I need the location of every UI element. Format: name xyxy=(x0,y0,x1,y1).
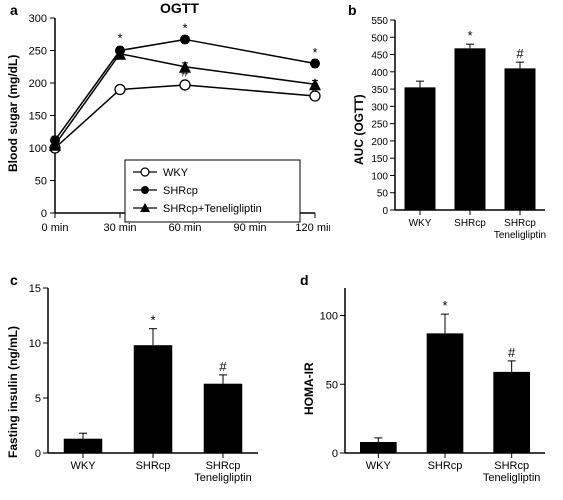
svg-text:0: 0 xyxy=(382,206,388,217)
svg-text:100: 100 xyxy=(320,311,338,323)
svg-text:SHRcp: SHRcp xyxy=(206,460,241,472)
svg-text:#: # xyxy=(219,359,227,374)
panel-d-ylabel: HOMA-IR xyxy=(302,362,316,415)
panel-b-svg: 0 50 100 150 200 250 300 350 400 450 500 550 WKY SHRc… xyxy=(340,0,563,260)
svg-text:SHRcp: SHRcp xyxy=(504,218,536,229)
figure-root: a OGTT Blood sugar (mg/dL) 0501001502002… xyxy=(0,0,563,500)
svg-text:250: 250 xyxy=(29,46,47,58)
svg-text:15: 15 xyxy=(29,283,41,295)
svg-text:400: 400 xyxy=(371,68,388,79)
svg-text:350: 350 xyxy=(371,85,388,96)
svg-text:Teneligliptin: Teneligliptin xyxy=(194,472,251,484)
svg-text:*: * xyxy=(467,28,472,43)
svg-text:100: 100 xyxy=(371,171,388,182)
svg-text:30 min: 30 min xyxy=(103,222,136,234)
panel-d-svg: 050100WKYSHRcpSHRcpTeneligliptin*# xyxy=(290,270,563,500)
panel-d: HOMA-IR 050100WKYSHRcpSHRcpTeneligliptin… xyxy=(290,270,563,500)
svg-text:150: 150 xyxy=(29,111,47,123)
svg-text:10: 10 xyxy=(29,338,41,350)
svg-text:0 min: 0 min xyxy=(42,222,69,234)
svg-text:450: 450 xyxy=(371,51,388,62)
svg-text:*: * xyxy=(182,20,187,35)
svg-text:*: * xyxy=(150,313,155,328)
svg-text:#: # xyxy=(508,345,516,360)
svg-text:550: 550 xyxy=(371,16,388,27)
panel-c: Fasting insulin (ng/mL) 0 5 10 15 WKY SHRcp SH… xyxy=(0,270,280,500)
svg-text:WKY: WKY xyxy=(366,460,392,472)
svg-text:SHRcp: SHRcp xyxy=(454,218,486,229)
svg-text:50: 50 xyxy=(377,189,389,200)
panel-a: OGTT Blood sugar (mg/dL) 0 50 100 150 200 250… xyxy=(0,0,330,260)
svg-text:#: # xyxy=(516,46,524,61)
svg-text:0: 0 xyxy=(332,448,338,460)
svg-text:0: 0 xyxy=(41,208,47,220)
svg-text:5: 5 xyxy=(35,393,41,405)
svg-text:100: 100 xyxy=(29,143,47,155)
panel-c-svg: 051015WKYSHRcpSHRcpTeneligliptin*# xyxy=(0,270,280,500)
svg-text:SHRcp: SHRcp xyxy=(428,460,463,472)
panel-c-ylabel: Fasting insulin (ng/mL) xyxy=(6,326,20,458)
svg-text:SHRcp: SHRcp xyxy=(494,460,529,472)
svg-text:150: 150 xyxy=(371,154,388,165)
svg-text:WKY: WKY xyxy=(409,218,432,229)
svg-text:Teneligliptin: Teneligliptin xyxy=(483,472,540,484)
svg-text:50: 50 xyxy=(35,176,47,188)
svg-text:*: * xyxy=(312,45,317,60)
panel-a-title: OGTT xyxy=(160,0,199,16)
svg-text:50: 50 xyxy=(326,379,338,391)
svg-text:WKY: WKY xyxy=(163,167,189,179)
panel-b-ylabel: AUC (OGTT) xyxy=(352,94,366,165)
svg-text:#: # xyxy=(181,65,189,80)
svg-text:#: # xyxy=(311,80,319,95)
svg-text:SHRcp+Teneligliptin: SHRcp+Teneligliptin xyxy=(163,203,262,215)
svg-text:500: 500 xyxy=(371,33,388,44)
svg-text:Teneligliptin: Teneligliptin xyxy=(494,230,546,241)
svg-text:120 min: 120 min xyxy=(295,222,330,234)
svg-text:200: 200 xyxy=(371,137,388,148)
svg-text:300: 300 xyxy=(371,102,388,113)
svg-text:200: 200 xyxy=(29,78,47,90)
svg-text:250: 250 xyxy=(371,120,388,131)
panel-a-svg: 0 50 100 150 200 250 300 0 min 30 min 60 min 90 mi… xyxy=(0,0,330,260)
svg-text:WKY: WKY xyxy=(70,460,96,472)
svg-text:*: * xyxy=(117,31,122,46)
svg-text:60 min: 60 min xyxy=(168,222,201,234)
svg-text:*: * xyxy=(442,298,447,313)
panel-b: AUC (OGTT) 0 50 100 150 200 250 300 350 400 450 50… xyxy=(340,0,563,260)
svg-text:90 min: 90 min xyxy=(233,222,266,234)
svg-text:SHRcp: SHRcp xyxy=(163,185,198,197)
svg-text:300: 300 xyxy=(29,13,47,25)
svg-text:0: 0 xyxy=(35,448,41,460)
panel-a-ylabel: Blood sugar (mg/dL) xyxy=(6,55,20,172)
svg-text:SHRcp: SHRcp xyxy=(136,460,171,472)
